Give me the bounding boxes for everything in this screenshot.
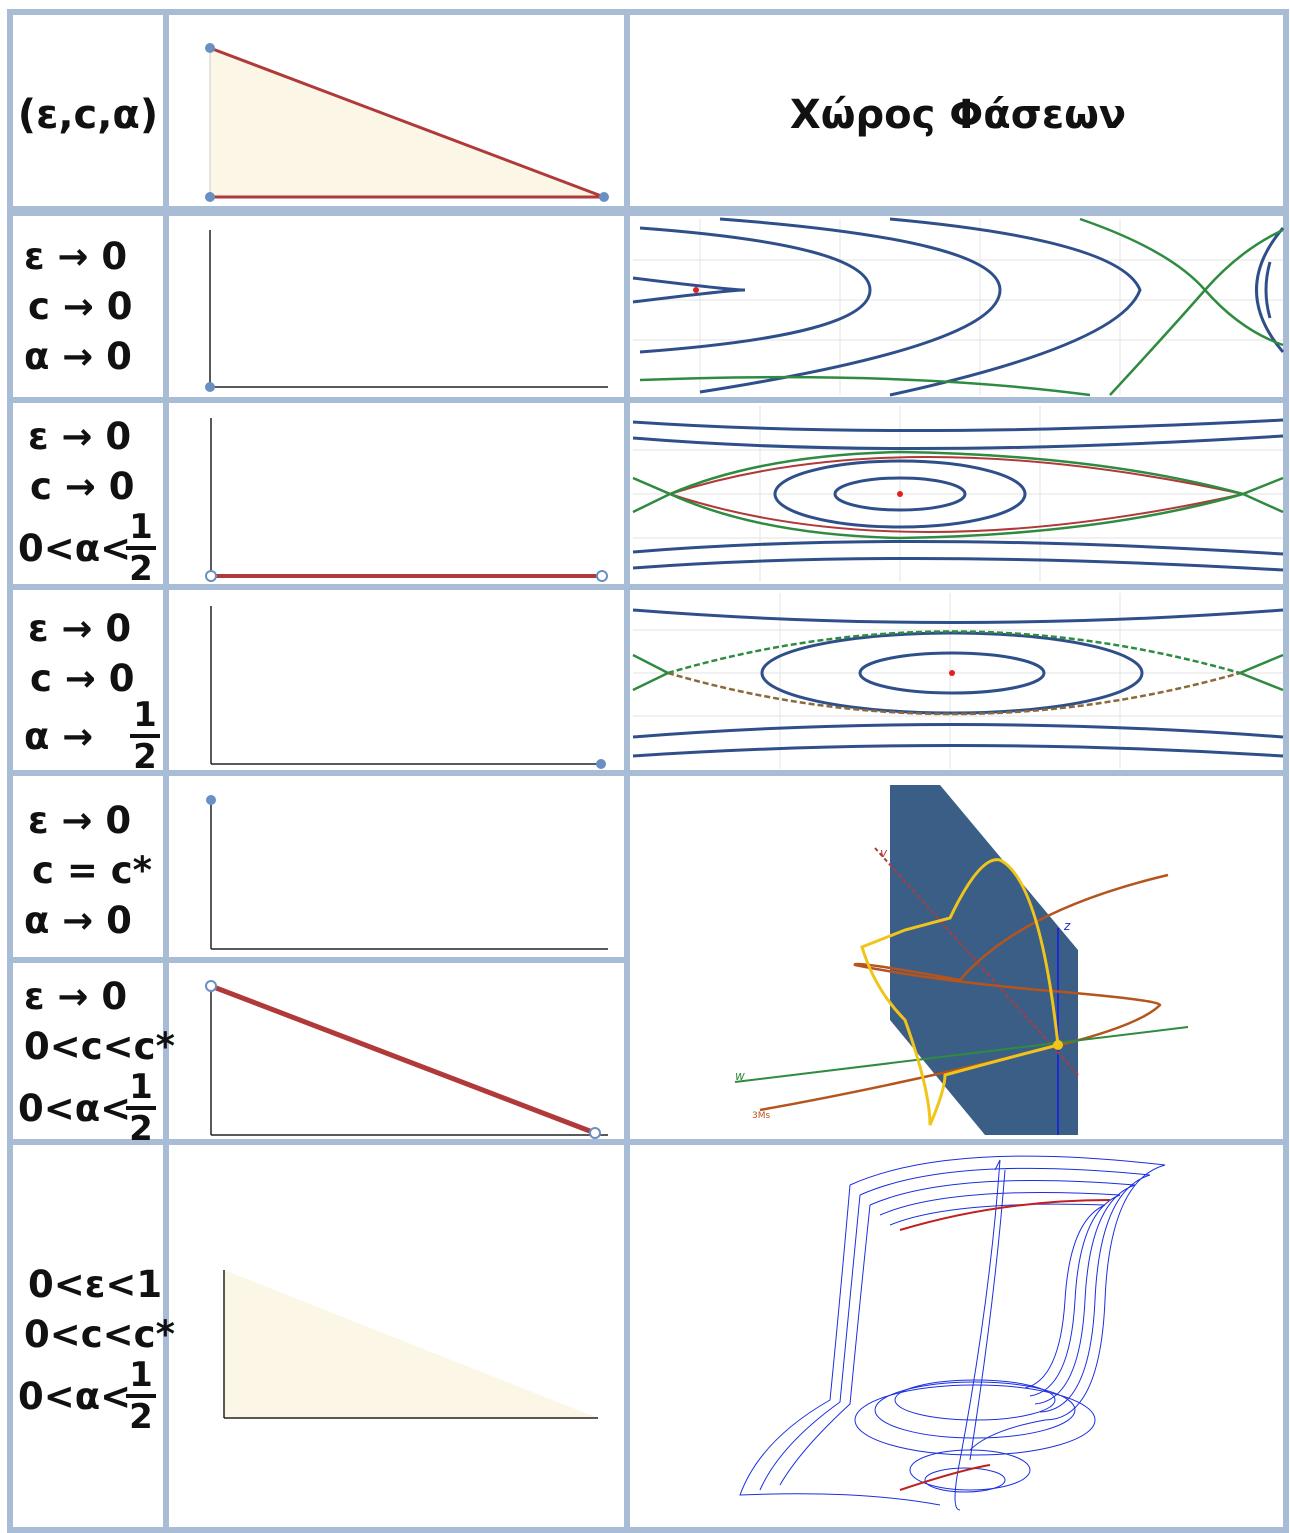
- phase-portrait-row3: [632, 593, 1284, 769]
- row5-parameter-plot: [205, 980, 608, 1139]
- params-header: (ε,c,α): [17, 92, 159, 138]
- svg-text:v: v: [880, 846, 888, 860]
- row2-parameter-plot: [205, 418, 608, 582]
- attractor-plot: [739, 1155, 1166, 1511]
- phase-space-header: Χώρος Φάσεων: [789, 92, 1127, 138]
- svg-text:w: w: [735, 1069, 745, 1083]
- phase-portrait-row1: [632, 217, 1285, 397]
- row3-parameter-plot: [210, 606, 606, 769]
- phase-portrait-row2: [632, 406, 1284, 582]
- header-triangle: [205, 43, 609, 202]
- row4-parameter-plot: [206, 795, 608, 950]
- svg-text:3Ms: 3Ms: [752, 1111, 770, 1121]
- row1-parameter-plot: [205, 230, 608, 392]
- row6-parameter-plot: [223, 1270, 598, 1419]
- table-grid: [7, 9, 1289, 1533]
- svg-text:z: z: [1063, 919, 1071, 933]
- phase-space-3d: v z w 3Ms: [734, 785, 1189, 1135]
